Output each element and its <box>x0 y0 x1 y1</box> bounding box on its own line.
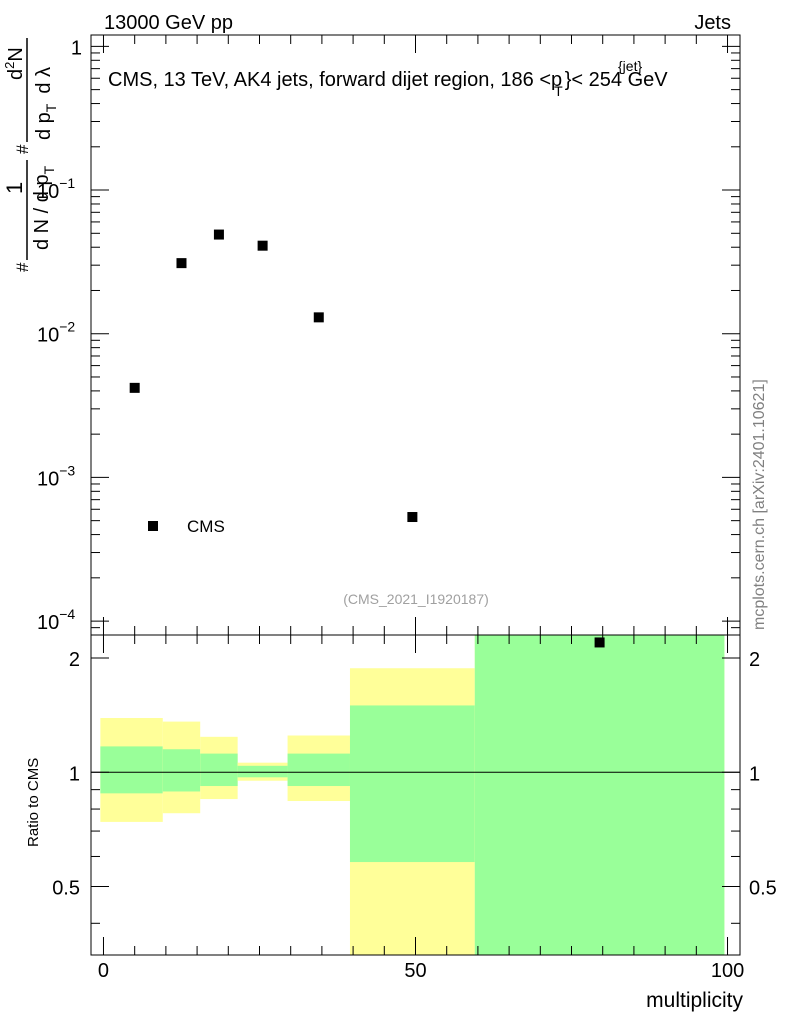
data-point <box>176 258 187 269</box>
ratio-band-green-0 <box>100 746 163 794</box>
legend-marker <box>148 521 158 531</box>
data-point <box>213 229 224 240</box>
upper-y-tick-label-1: 10−1 <box>37 175 75 203</box>
title-sup: {jet} <box>618 58 642 74</box>
ylabel-den2: d pTd λ <box>33 67 59 140</box>
upper-y-label: # 1 d N / d pT # d2N d pTd λ <box>2 38 59 272</box>
title-sub: T <box>554 83 563 99</box>
header-left: 13000 GeV pp <box>104 12 233 34</box>
ylabel-one: 1 <box>2 182 27 194</box>
ratio-x-ticks: 0 50 100 <box>98 635 744 982</box>
ylabel-den: d N / d pT <box>31 165 57 250</box>
x-tick-label-2: 100 <box>711 960 744 982</box>
plot-title: CMS, 13 TeV, AK4 jets, forward dijet reg… <box>108 69 668 99</box>
data-point <box>129 382 140 393</box>
data-points <box>129 229 605 648</box>
ratio-band-green-3 <box>237 765 288 778</box>
ratio-y-tick-label-left-1: 1 <box>69 763 80 785</box>
upper-y-tick-label-0: 1 <box>71 37 82 59</box>
data-point <box>313 312 324 323</box>
x-tick-label-0: 0 <box>98 960 109 982</box>
ratio-y-tick-label-right-2: 2 <box>749 649 760 671</box>
ylabel-hash2: # <box>13 144 32 154</box>
ylabel-hash1: # <box>13 262 32 272</box>
title-main: CMS, 13 TeV, AK4 jets, forward dijet reg… <box>108 69 562 91</box>
ylabel-num: d2N <box>2 47 27 80</box>
upper-y-tick-label-3: 10−3 <box>37 462 75 490</box>
header-right: Jets <box>694 12 731 34</box>
ratio-band-green-2 <box>200 753 238 787</box>
side-label: mcplots.cern.ch [arXiv:2401.10621] <box>751 379 768 630</box>
upper-y-ticks: 1 10−1 10−2 10−3 10−4 <box>37 37 740 636</box>
ratio-y-tick-label-right-1: 1 <box>749 763 760 785</box>
ratio-y-ticks: 0.5 0.5 1 1 2 2 <box>52 649 777 924</box>
upper-y-tick-label-4: 10−4 <box>37 606 75 634</box>
data-point <box>257 240 268 251</box>
x-axis-label: multiplicity <box>646 989 743 1012</box>
ratio-y-tick-label-right-0: 0.5 <box>749 878 777 900</box>
watermark: (CMS_2021_I1920187) <box>343 591 489 607</box>
upper-frame <box>90 34 741 636</box>
ratio-y-label: Ratio to CMS <box>25 758 42 847</box>
title-end: }< 254 GeV <box>565 69 669 91</box>
ratio-band-green-6 <box>474 635 725 955</box>
ratio-y-tick-label-left-0: 0.5 <box>52 878 80 900</box>
ratio-band-green-5 <box>349 705 475 863</box>
legend-label: CMS <box>187 517 225 536</box>
data-point <box>594 637 605 648</box>
data-point <box>407 512 418 523</box>
ratio-band-green-4 <box>287 753 350 787</box>
ratio-y-tick-label-left-2: 2 <box>69 649 80 671</box>
x-tick-label-1: 50 <box>404 960 426 982</box>
upper-y-tick-label-2: 10−2 <box>37 319 75 347</box>
ratio-band-green-1 <box>162 749 201 792</box>
upper-x-ticks <box>102 35 729 635</box>
ratio-bands <box>100 635 725 955</box>
